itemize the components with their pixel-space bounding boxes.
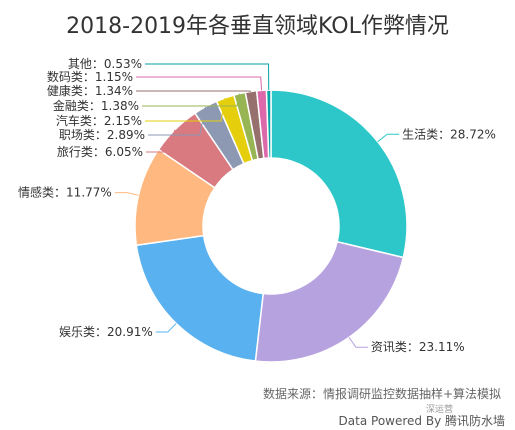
leader-line-1	[348, 337, 368, 348]
leader-line-10	[145, 63, 270, 91]
slice-10	[265, 89, 272, 159]
data-source-note: 数据来源：情报调研监控数据抽样+算法模拟	[262, 387, 501, 401]
slice-0	[270, 89, 408, 259]
leader-line-4	[146, 129, 176, 153]
leader-line-7	[142, 93, 241, 107]
slice-label-1: 资讯类：23.11%	[371, 340, 465, 354]
chart-title: 2018-2019年各垂直领域KOL作弊情况	[66, 14, 449, 39]
sub-note: 深运营	[425, 405, 453, 415]
leader-line-9	[136, 76, 263, 91]
slice-label-6: 汽车类：2.15%	[56, 113, 142, 128]
slice-label-9: 数码类：1.15%	[47, 69, 133, 84]
slice-1	[254, 240, 405, 363]
slice-label-0: 生活类：28.72%	[402, 127, 496, 141]
leader-line-3	[114, 192, 139, 196]
slice-label-10: 其他：0.53%	[68, 57, 142, 71]
slice-2	[135, 234, 265, 362]
slice-label-4: 旅行类：6.05%	[57, 145, 143, 159]
leader-line-5	[148, 106, 207, 136]
leader-line-0	[377, 133, 400, 143]
powered-by-note: Data Powered By 腾讯防水墙	[338, 414, 505, 428]
slice-label-5: 职场类：2.89%	[59, 128, 145, 142]
slice-label-8: 健康类：1.34%	[47, 83, 133, 98]
slice-label-3: 情感类：11.77%	[18, 185, 112, 200]
leader-line-2	[155, 323, 177, 333]
slice-label-2: 娱乐类：20.91%	[59, 325, 153, 339]
slice-label-7: 金融类：1.38%	[53, 98, 139, 113]
